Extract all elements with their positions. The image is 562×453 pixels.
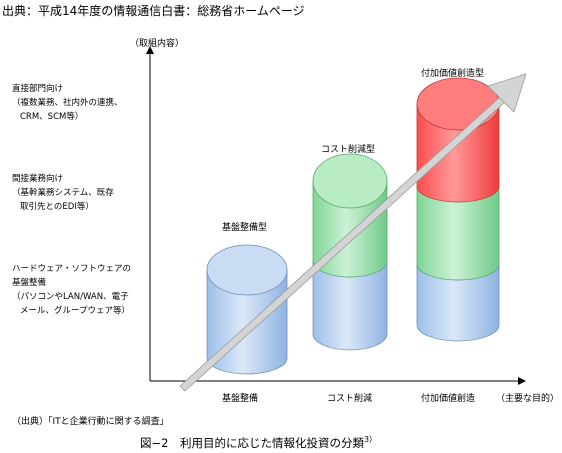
source-header: 出典：平成14年度の情報通信白書：総務省ホームページ [2, 4, 305, 18]
initiative-indirect-line2: 取引先とのEDI等） [20, 202, 94, 212]
figure-caption-text: 図−2 利用目的に応じた情報化投資の分類 [140, 435, 364, 450]
progress-arrow [179, 73, 527, 392]
initiative-direct: 直接部門向け （複数業務、社内外の連携、 CRM、SCM等） [12, 82, 123, 124]
figure-caption: 図−2 利用目的に応じた情報化投資の分類3） [140, 434, 377, 451]
initiative-infrastructure-line1: （パソコンやLAN/WAN、電子 [12, 292, 129, 302]
x-axis-label: （主要な目的） [496, 394, 560, 404]
initiative-infrastructure-title: ハードウェア・ソフトウェアの [12, 264, 132, 274]
stage-label-value-creation: 付加価値創造型 [421, 69, 485, 79]
x-category-infrastructure: 基盤整備 [222, 394, 259, 404]
initiative-direct-line1: （複数業務、社内外の連携、 [12, 98, 123, 108]
initiative-infrastructure: ハードウェア・ソフトウェアの 基盤整備 （パソコンやLAN/WAN、電子 メール… [12, 262, 131, 318]
initiative-indirect-line1: （基幹業務システム、既存 [12, 188, 114, 198]
initiative-indirect: 間接業務向け （基幹業務システム、既存 取引先とのEDI等） [12, 172, 114, 214]
stage-label-infrastructure: 基盤整備型 [222, 223, 268, 233]
initiative-infrastructure-line2: メール、グループウェア等） [20, 306, 130, 316]
cylinder-value-creation [416, 77, 500, 342]
initiative-indirect-title: 間接業務向け [12, 174, 64, 184]
source-note: （出典）「ITと企業行動に関する調査」 [12, 417, 169, 427]
initiative-direct-title: 直接部門向け [12, 84, 64, 94]
x-category-cost-reduction: コスト削減 [327, 394, 373, 404]
initiative-direct-line2: CRM、SCM等） [20, 112, 84, 122]
initiative-infrastructure-title2: 基盤整備 [12, 278, 47, 288]
cylinder-cost-reduction [312, 153, 388, 351]
y-axis-label: （取組内容） [130, 39, 185, 49]
figure-caption-ref: 3） [363, 435, 378, 444]
stage-label-cost-reduction: コスト削減型 [321, 145, 376, 155]
x-category-value-creation: 付加価値創造 [421, 394, 476, 404]
